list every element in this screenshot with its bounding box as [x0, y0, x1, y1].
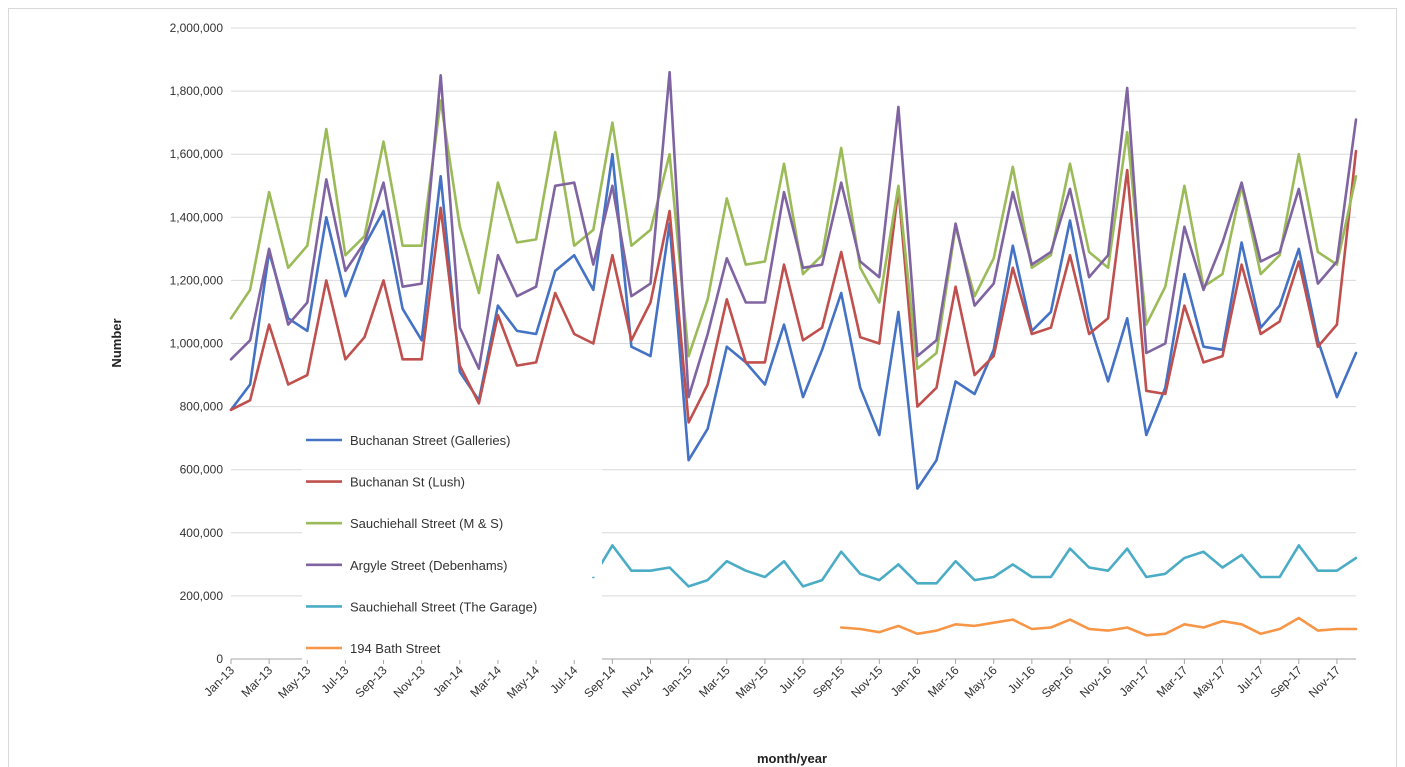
legend-label: Argyle Street (Debenhams) [350, 558, 508, 573]
legend-item-background [302, 469, 602, 494]
x-tick-label: May-15 [733, 663, 771, 701]
x-tick-label: Jul-16 [1005, 663, 1038, 696]
series-line-6 [839, 616, 1358, 637]
legend-item-background [302, 636, 602, 660]
legend-label: Sauchiehall Street (M & S) [350, 516, 503, 531]
y-tick-label: 2,000,000 [170, 21, 224, 35]
x-tick-label: Mar-17 [1154, 663, 1191, 700]
x-axis-ticks: Jan-13 Mar-13 May-13 Jul-13 Sep-13 Nov-13 Jan-… [201, 659, 1343, 701]
x-tick-label: Jan-13 [201, 663, 237, 699]
legend-item-background [302, 552, 602, 577]
chart-frame [8, 8, 1397, 767]
series-line-3 [229, 99, 1358, 370]
legend-label: 194 Bath Street [350, 641, 441, 656]
x-tick-label: Nov-15 [848, 663, 885, 700]
series-line-2 [229, 149, 1358, 424]
y-tick-label: 1,200,000 [170, 273, 224, 287]
y-tick-label: 1,600,000 [170, 147, 224, 161]
x-tick-label: May-16 [962, 663, 1000, 701]
x-tick-label: May-14 [504, 663, 542, 701]
x-tick-label: Jul-17 [1234, 663, 1267, 696]
y-axis-label: Number [109, 318, 124, 367]
legend-item-background [302, 594, 602, 619]
x-tick-label: Sep-15 [810, 663, 847, 700]
series-line-5 [592, 544, 1358, 588]
legend-label: Sauchiehall Street (The Garage) [350, 599, 537, 614]
y-tick-label: 1,000,000 [170, 337, 224, 351]
series-line-1 [229, 152, 1358, 490]
series-lines [229, 70, 1358, 637]
x-tick-label: Jul-14 [547, 663, 580, 696]
legend: Buchanan Street (Galleries) Buchanan St (… [302, 428, 602, 660]
x-tick-label: Jul-15 [776, 663, 809, 696]
x-tick-label: Sep-14 [581, 663, 618, 700]
x-tick-label: Jan-17 [1117, 663, 1153, 699]
y-tick-label: 400,000 [180, 526, 224, 540]
series-line-4 [229, 70, 1358, 399]
x-tick-label: Sep-17 [1268, 663, 1305, 700]
x-tick-label: Jan-14 [430, 663, 466, 699]
x-tick-label: Nov-16 [1077, 663, 1114, 700]
x-tick-label: Jul-13 [319, 663, 352, 696]
y-tick-label: 600,000 [180, 463, 224, 477]
x-tick-label: Mar-15 [696, 663, 733, 700]
y-tick-label: 800,000 [180, 400, 224, 414]
legend-label: Buchanan St (Lush) [350, 475, 465, 490]
y-axis-ticks: 0 200,000 400,000 600,000 800,000 1,000,000 1,… [170, 21, 224, 666]
x-axis-label: month/year [757, 751, 827, 766]
x-tick-label: Nov-17 [1306, 663, 1343, 700]
x-tick-label: May-17 [1190, 663, 1228, 701]
x-tick-label: Jan-15 [659, 663, 695, 699]
x-tick-label: Jan-16 [888, 663, 924, 699]
y-tick-label: 1,400,000 [170, 210, 224, 224]
x-tick-label: Mar-14 [467, 663, 504, 700]
x-tick-label: Mar-16 [925, 663, 962, 700]
y-tick-label: 200,000 [180, 589, 224, 603]
legend-item-background [302, 511, 602, 536]
y-tick-label: 0 [216, 652, 223, 666]
x-tick-label: Mar-13 [238, 663, 275, 700]
x-tick-label: Nov-14 [619, 663, 656, 700]
x-tick-label: Sep-16 [1039, 663, 1076, 700]
x-tick-label: Sep-13 [352, 663, 389, 700]
x-tick-label: Nov-13 [391, 663, 428, 700]
legend-item-background [302, 428, 602, 452]
x-tick-label: May-13 [275, 663, 313, 701]
legend-label: Buchanan Street (Galleries) [350, 433, 510, 448]
y-tick-label: 1,800,000 [170, 84, 224, 98]
